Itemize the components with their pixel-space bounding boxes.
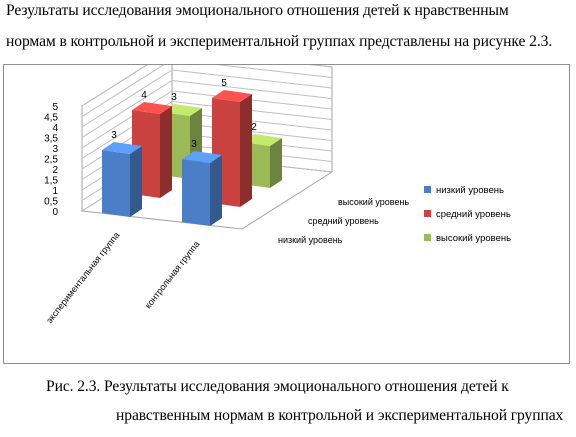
chart-figure: 0 0,5 1 1,5 2 2,5 3 3,5 4 4,5 5 3 2 4 5 3 3 низкий уровен… <box>3 64 570 364</box>
gridline <box>81 65 333 117</box>
figure-caption-line-2: нравственным нормам в контрольной и эксп… <box>116 407 564 424</box>
gridline <box>81 100 333 159</box>
y-tick-label: 4 <box>52 123 58 134</box>
depth-axis-label: высокий уровень <box>338 197 409 207</box>
y-tick-label: 3,5 <box>44 134 58 145</box>
y-tick-label: 1,5 <box>44 176 58 187</box>
data-label: 4 <box>141 90 147 101</box>
category-label: экспериментальная группа <box>44 230 121 325</box>
data-label: 3 <box>191 139 197 150</box>
y-tick-label: 2,5 <box>44 155 58 166</box>
y-tick-label: 0,5 <box>44 197 58 208</box>
gridline <box>81 79 333 138</box>
y-tick-label: 4,5 <box>44 113 58 124</box>
y-tick-label: 2 <box>52 165 58 176</box>
legend-swatch <box>424 210 431 217</box>
y-tick-label: 1 <box>52 186 58 197</box>
legend-label: низкий уровень <box>436 185 504 196</box>
bar-high-ctrl-side <box>270 138 282 188</box>
legend-swatch <box>424 234 431 241</box>
paragraph-line-2: нормам в контрольной и экспериментальной… <box>6 33 553 50</box>
bar-low-exp-side <box>130 146 142 217</box>
data-label: 2 <box>251 122 257 133</box>
bar-mid-exp-top <box>132 102 172 114</box>
legend-label: высокий уровень <box>436 233 511 244</box>
data-label: 5 <box>221 78 227 89</box>
bar-low-exp-front <box>102 150 130 217</box>
y-tick-label: 0 <box>52 207 58 218</box>
gridline <box>81 69 333 128</box>
legend-label: средний уровень <box>436 209 511 220</box>
depth-axis-label: низкий уровень <box>278 235 343 245</box>
y-tick-label: 3 <box>52 144 58 155</box>
bar-low-ctrl-front <box>182 159 210 226</box>
y-tick-label: 5 <box>52 102 58 113</box>
bar-mid-ctrl-side <box>240 94 252 207</box>
legend-swatch <box>424 186 431 193</box>
bar-low-ctrl-top <box>182 151 222 163</box>
figure-caption-line-1: Рис. 2.3. Результаты исследования эмоцио… <box>46 378 509 395</box>
data-label: 3 <box>111 130 117 141</box>
category-label: контрольная группа <box>143 239 202 310</box>
paragraph-line-1: Результаты исследования эмоционального о… <box>6 2 509 19</box>
bar-low-exp-top <box>102 142 142 154</box>
depth-axis-label: средний уровень <box>308 216 379 226</box>
bar-mid-exp-side <box>160 106 172 198</box>
bar-mid-ctrl-top <box>212 90 252 102</box>
gridline <box>81 90 333 149</box>
data-label: 3 <box>171 92 177 103</box>
bar-low-ctrl-side <box>210 155 222 226</box>
gridline <box>81 65 333 107</box>
